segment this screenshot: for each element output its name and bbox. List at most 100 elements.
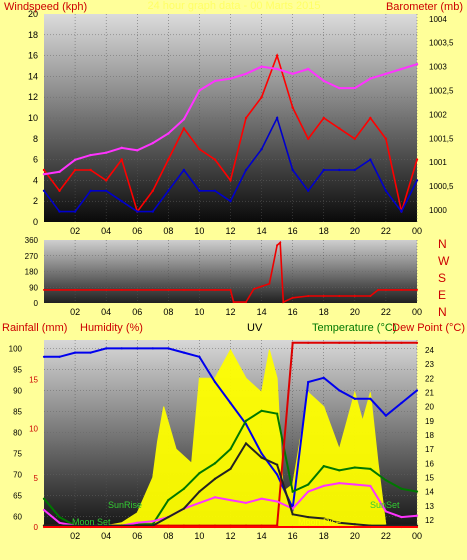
wind-direction-point <box>400 288 403 291</box>
rainfall-point <box>213 525 217 529</box>
temperature-y-tick: 16 <box>425 459 434 468</box>
dewpoint-point <box>229 498 232 502</box>
wind-direction-point <box>89 288 92 291</box>
wind-y-tick: 18 <box>28 30 38 40</box>
dewpoint-point <box>322 484 325 488</box>
barometer-point <box>73 158 77 162</box>
temperature-point <box>369 341 372 344</box>
rainfall-point <box>322 525 325 529</box>
humidity-point <box>120 347 123 350</box>
barometer-point <box>322 79 325 83</box>
wind-x-tick: 08 <box>163 226 173 236</box>
rain-temp-x-tick: 12 <box>225 531 235 541</box>
rainfall-point <box>415 525 419 529</box>
baro-y-tick: 1002,5 <box>429 87 454 96</box>
dewpoint-point <box>400 515 403 519</box>
humidity-axis-title: Humidity (%) <box>80 322 143 334</box>
direction-x-tick: 14 <box>257 307 267 317</box>
baro-y-tick: 1000,5 <box>429 182 454 191</box>
humidity-point <box>213 380 217 384</box>
wind-gust-point <box>353 137 357 140</box>
uv-curve-point <box>338 469 341 472</box>
barometer-point <box>415 63 419 66</box>
dewpoint-point <box>58 521 61 524</box>
wind-direction-point <box>416 288 418 291</box>
moonset-marker-label: Moon Set <box>72 517 111 527</box>
dark-temp-point <box>322 517 325 520</box>
wind-direction-point <box>105 288 108 291</box>
dark-temp-point <box>276 463 279 466</box>
temperature-y-tick: 20 <box>425 403 434 412</box>
humidity-y-tick: 100 <box>9 344 23 353</box>
dewpoint-point <box>260 497 263 500</box>
graph-date-title: 24 hour graph data - 00 Marts 2015 <box>147 0 320 12</box>
baro-y-tick: 1003 <box>429 63 447 72</box>
rain-temp-x-tick: 10 <box>194 531 204 541</box>
humidity-point <box>307 380 310 384</box>
uv-curve-point <box>307 483 310 486</box>
rain-temp-x-tick: 06 <box>132 531 142 541</box>
wind-avg-point <box>384 189 388 192</box>
rain-temp-x-tick: 00 <box>412 531 422 541</box>
rainfall-point <box>105 525 108 529</box>
temperature-y-tick: 14 <box>425 488 434 497</box>
humidity-y-tick: 95 <box>13 365 22 374</box>
wind-gust-point <box>42 168 46 172</box>
wind-direction-point <box>377 288 380 291</box>
wind-avg-point <box>415 179 419 182</box>
wind-direction-point <box>229 288 232 291</box>
dark-temp-point <box>213 477 217 480</box>
wind-avg-point <box>213 189 217 192</box>
dark-temp-point <box>229 467 232 471</box>
dewpoint-point <box>213 496 217 499</box>
wind-x-tick: 12 <box>225 226 235 236</box>
rainfall-point <box>89 525 92 529</box>
direction-y-tick: 0 <box>34 299 39 308</box>
temperature-y-tick: 24 <box>425 346 434 355</box>
wind-y-tick: 8 <box>33 134 38 144</box>
rainfall-point <box>120 525 123 529</box>
wind-avg-point <box>73 210 77 213</box>
rainfall-point <box>151 525 154 529</box>
rain-y-tick: 0 <box>34 523 39 532</box>
rainfall-point <box>58 525 61 529</box>
wind-avg-point <box>167 189 170 192</box>
wind-x-tick: 06 <box>132 226 142 236</box>
wind-y-tick: 4 <box>33 175 38 185</box>
wind-gust-point <box>415 158 419 161</box>
rain-y-tick: 10 <box>29 425 38 434</box>
wind-x-tick: 18 <box>319 226 329 236</box>
uv-curve-point <box>369 467 372 471</box>
wind-gust-point <box>104 179 108 182</box>
wind-gust-point <box>260 96 263 99</box>
wind-gust-point <box>198 148 201 151</box>
rainfall-point <box>291 525 294 529</box>
wind-direction-point <box>307 295 310 297</box>
temperature-point <box>307 341 310 344</box>
rain-temp-x-tick: 02 <box>70 531 80 541</box>
wind-direction-point <box>198 288 201 291</box>
uv-curve-point <box>213 462 217 465</box>
humidity-point <box>400 401 403 405</box>
dark-temp-point <box>167 515 170 519</box>
wind-avg-point <box>198 189 201 192</box>
barometer-point <box>229 77 232 80</box>
direction-x-tick: 18 <box>319 307 329 317</box>
barometer-point <box>58 170 61 173</box>
dewpoint-point <box>384 510 388 513</box>
uv-curve-point <box>229 447 232 451</box>
barometer-point <box>400 67 403 71</box>
temperature-point <box>338 341 341 344</box>
wind-gust-point <box>229 179 232 182</box>
wind-direction-point <box>291 296 294 299</box>
uv-curve-point <box>42 497 46 500</box>
wind-direction-point <box>120 288 123 291</box>
wind-gust-point <box>73 168 77 172</box>
wind-direction-point <box>245 301 248 304</box>
humidity-point <box>58 355 61 358</box>
rainfall-point <box>244 525 248 529</box>
wind-direction-point <box>369 295 372 297</box>
wind-avg-point <box>291 168 294 172</box>
rainfall-point <box>229 525 232 529</box>
humidity-y-tick: 90 <box>13 386 22 395</box>
